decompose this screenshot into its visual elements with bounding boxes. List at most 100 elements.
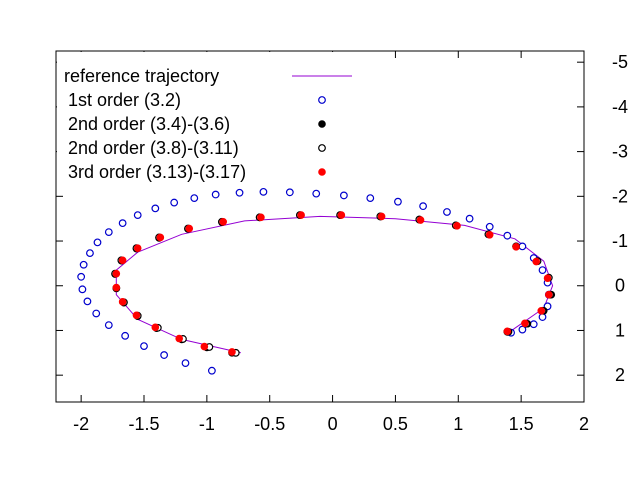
x-tick-label: 0.5	[383, 414, 408, 434]
y-tick-label: -5	[612, 52, 628, 72]
data-point	[140, 342, 148, 351]
data-point	[86, 249, 94, 258]
series-5	[112, 211, 553, 356]
y-tick-label: -1	[612, 231, 628, 251]
x-tick-label: -1	[199, 414, 215, 434]
data-point	[235, 188, 244, 197]
data-point	[503, 327, 512, 336]
x-tick-label: 2	[579, 414, 589, 434]
data-point	[104, 228, 113, 236]
x-tick-label: -0.5	[254, 414, 285, 434]
legend-entry: reference trajectory	[64, 66, 352, 86]
y-tick-label: -3	[612, 142, 628, 162]
data-point	[537, 306, 546, 315]
data-point	[394, 197, 402, 206]
legend-label: reference trajectory	[64, 66, 219, 86]
data-point	[518, 242, 527, 251]
data-point	[118, 256, 127, 265]
data-point	[377, 212, 386, 221]
legend-marker	[318, 168, 326, 176]
data-point	[512, 243, 520, 251]
legend-background	[57, 52, 357, 188]
legend-marker	[318, 96, 326, 104]
data-point	[181, 359, 190, 367]
data-point	[185, 224, 194, 233]
data-point	[518, 325, 527, 334]
x-tick-label: 0	[328, 414, 338, 434]
series-layer	[77, 187, 556, 375]
data-point	[170, 198, 179, 207]
legend: reference trajectory 1st order (3.2) 2nd o…	[57, 52, 357, 188]
data-point	[160, 351, 169, 359]
legend-entry: 1st order (3.2)	[68, 90, 326, 110]
data-point	[419, 202, 427, 211]
data-point	[132, 311, 141, 320]
data-point	[151, 323, 160, 332]
data-point	[485, 222, 494, 231]
y-tick-label: -2	[612, 186, 628, 206]
data-point	[521, 319, 529, 328]
data-point	[93, 238, 102, 247]
legend-entry: 2nd order (3.8)-(3.11)	[68, 138, 326, 158]
data-point	[112, 269, 121, 278]
data-point	[297, 211, 305, 219]
data-point	[366, 194, 375, 203]
legend-marker	[318, 120, 326, 128]
x-tick-label: -1.5	[128, 414, 159, 434]
x-tick-label: 1	[453, 414, 463, 434]
data-point	[529, 320, 538, 329]
data-point	[503, 231, 512, 240]
data-point	[156, 233, 165, 242]
data-point	[485, 230, 494, 239]
x-axis-ticks: -2 -1.5 -1 -0.5 0 0.5 1 1.5 2	[73, 51, 589, 434]
legend-entry: 2nd order (3.4)-(3.6)	[68, 114, 326, 134]
data-point	[416, 216, 425, 224]
y-tick-label: 0	[615, 276, 625, 296]
data-point	[532, 257, 541, 266]
data-point	[104, 321, 113, 329]
data-point	[77, 272, 86, 281]
y-tick-label: -4	[612, 97, 628, 117]
data-point	[200, 342, 209, 351]
legend-entry: 3rd order (3.13)-(3.17)	[68, 162, 326, 182]
data-point	[339, 191, 348, 200]
legend-label: 3rd order (3.13)-(3.17)	[68, 162, 246, 182]
data-point	[92, 309, 101, 318]
data-point	[337, 211, 346, 219]
data-point	[175, 334, 183, 343]
data-point	[312, 189, 321, 198]
data-point	[543, 274, 552, 282]
data-point	[257, 213, 265, 222]
data-point	[228, 348, 236, 356]
data-point	[151, 204, 160, 213]
data-point	[545, 290, 553, 299]
data-point	[79, 260, 88, 269]
data-point	[78, 285, 87, 294]
data-point	[118, 298, 127, 306]
data-point	[207, 366, 216, 375]
data-point	[118, 219, 127, 228]
plot-frame	[55, 50, 585, 403]
data-point	[538, 313, 547, 321]
data-point	[133, 211, 142, 219]
x-tick-label: -2	[73, 414, 89, 434]
legend-marker	[318, 144, 326, 152]
legend-label: 1st order (3.2)	[68, 90, 181, 110]
y-tick-label: 1	[615, 320, 625, 340]
data-point	[133, 244, 142, 252]
legend-label: 2nd order (3.8)-(3.11)	[68, 138, 239, 158]
data-point	[190, 194, 199, 203]
series-2	[77, 187, 553, 375]
y-tick-label: 2	[615, 365, 625, 385]
data-point	[121, 331, 130, 340]
data-point	[219, 218, 227, 226]
x-tick-label: 1.5	[509, 414, 534, 434]
data-point	[83, 297, 92, 306]
data-point	[211, 190, 220, 199]
data-point	[259, 187, 268, 196]
data-point	[443, 208, 451, 216]
data-point	[465, 214, 474, 223]
data-point	[285, 188, 294, 197]
legend-label: 2nd order (3.4)-(3.6)	[68, 114, 230, 134]
